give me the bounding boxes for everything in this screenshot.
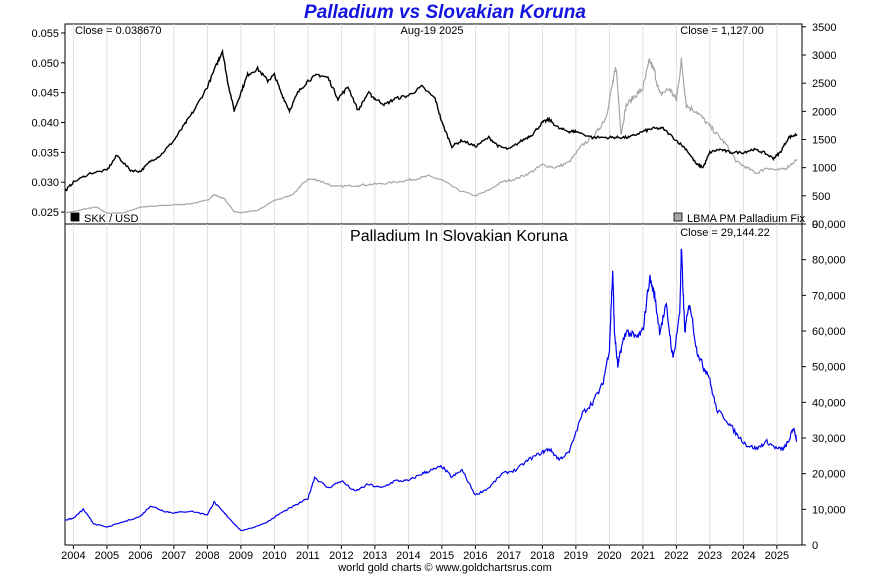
top-right-tick-label-3500: 3500	[812, 22, 836, 34]
bottom-panel-title: Palladium In Slovakian Koruna	[350, 228, 568, 245]
top-panel-gridlines	[72, 24, 778, 224]
x-tick-label-2005: 2005	[95, 550, 119, 562]
x-tick-label-2023: 2023	[698, 550, 722, 562]
x-tick-label-2007: 2007	[162, 550, 186, 562]
x-tick-label-2014: 2014	[396, 550, 420, 562]
bottom-right-tick-label-90,000: 90,000	[812, 219, 846, 231]
x-tick-label-2017: 2017	[497, 550, 521, 562]
x-axis: 2004 2005 2006 2007 2008 2009 2010 2011 2012 2013…	[61, 545, 789, 562]
x-tick-label-2019: 2019	[564, 550, 588, 562]
x-tick-label-2016: 2016	[463, 550, 487, 562]
top-right-tick-label-2000: 2000	[812, 106, 836, 118]
bottom-right-tick-label-60,000: 60,000	[812, 326, 846, 338]
x-tick-label-2018: 2018	[530, 550, 554, 562]
bottom-right-axis: 0 10,000 20,000 30,000 40,000 50,000 60,000 70,…	[802, 219, 846, 552]
bottom-right-tick-label-70,000: 70,000	[812, 290, 846, 302]
legend-label-palladium: LBMA PM Palladium Fix	[687, 213, 805, 225]
chart-title: Palladium vs Slovakian Koruna	[304, 2, 586, 23]
top-left-tick-label-0.055: 0.055	[31, 28, 59, 40]
x-tick-label-2013: 2013	[363, 550, 387, 562]
top-right-tick-label-0: 0	[812, 219, 818, 231]
x-tick-label-2010: 2010	[262, 550, 286, 562]
footer-credit: world gold charts © www.goldchartsrus.co…	[338, 562, 552, 574]
x-tick-label-2015: 2015	[430, 550, 454, 562]
top-right-axis: 0 500 1000 1500 2000 2500 3000 3500	[802, 22, 836, 231]
x-tick-label-2004: 2004	[61, 550, 85, 562]
top-left-tick-label-0.035: 0.035	[31, 147, 59, 159]
bottom-right-tick-label-40,000: 40,000	[812, 397, 846, 409]
x-tick-label-2020: 2020	[597, 550, 621, 562]
top-right-tick-label-1500: 1500	[812, 134, 836, 146]
bottom-panel-frame	[64, 223, 803, 546]
top-left-tick-label-0.040: 0.040	[31, 118, 59, 130]
bottom-right-tick-label-0: 0	[812, 540, 818, 552]
series-line-palladium	[64, 57, 798, 215]
x-tick-label-2011: 2011	[296, 550, 320, 562]
bottom-right-tick-label-80,000: 80,000	[812, 255, 846, 267]
top-left-axis: 0.025 0.030 0.035 0.040 0.045 0.050 0.055	[31, 28, 65, 219]
series-line-skk-usd	[64, 48, 798, 192]
top-right-tick-label-500: 500	[812, 191, 830, 203]
legend-swatch-palladium	[673, 212, 683, 222]
bottom-right-tick-label-10,000: 10,000	[812, 504, 846, 516]
top-left-close-label: Close = 0.038670	[75, 25, 162, 37]
x-tick-label-2024: 2024	[731, 550, 755, 562]
top-right-tick-label-2500: 2500	[812, 78, 836, 90]
top-panel-frame	[64, 23, 803, 225]
top-right-tick-label-1000: 1000	[812, 163, 836, 175]
bottom-right-tick-label-20,000: 20,000	[812, 469, 846, 481]
series-line-palladium-in-koruna	[64, 248, 798, 532]
bottom-panel: 0 10,000 20,000 30,000 40,000 50,000 60,000 70,…	[64, 219, 846, 552]
top-panel: 0.025 0.030 0.035 0.040 0.045 0.050 0.055 0 500…	[31, 22, 836, 231]
top-left-tick-label-0.045: 0.045	[31, 88, 59, 100]
top-right-close-label: Close = 1,127.00	[680, 25, 763, 37]
x-tick-label-2021: 2021	[631, 550, 655, 562]
bottom-panel-gridlines	[72, 224, 778, 545]
x-tick-label-2025: 2025	[765, 550, 789, 562]
bottom-right-tick-label-30,000: 30,000	[812, 433, 846, 445]
top-left-tick-label-0.050: 0.050	[31, 58, 59, 70]
top-right-tick-label-3000: 3000	[812, 50, 836, 62]
top-left-tick-label-0.030: 0.030	[31, 177, 59, 189]
top-left-tick-label-0.025: 0.025	[31, 207, 59, 219]
x-tick-label-2012: 2012	[329, 550, 353, 562]
x-tick-label-2006: 2006	[128, 550, 152, 562]
x-tick-label-2008: 2008	[195, 550, 219, 562]
bottom-right-close-label: Close = 29,144.22	[680, 227, 770, 239]
legend-swatch-skk-usd	[70, 212, 80, 222]
x-tick-label-2009: 2009	[229, 550, 253, 562]
date-label: Aug-19 2025	[401, 25, 464, 37]
x-tick-label-2022: 2022	[664, 550, 688, 562]
legend-label-skk-usd: SKK / USD	[84, 213, 138, 225]
bottom-right-tick-label-50,000: 50,000	[812, 362, 846, 374]
